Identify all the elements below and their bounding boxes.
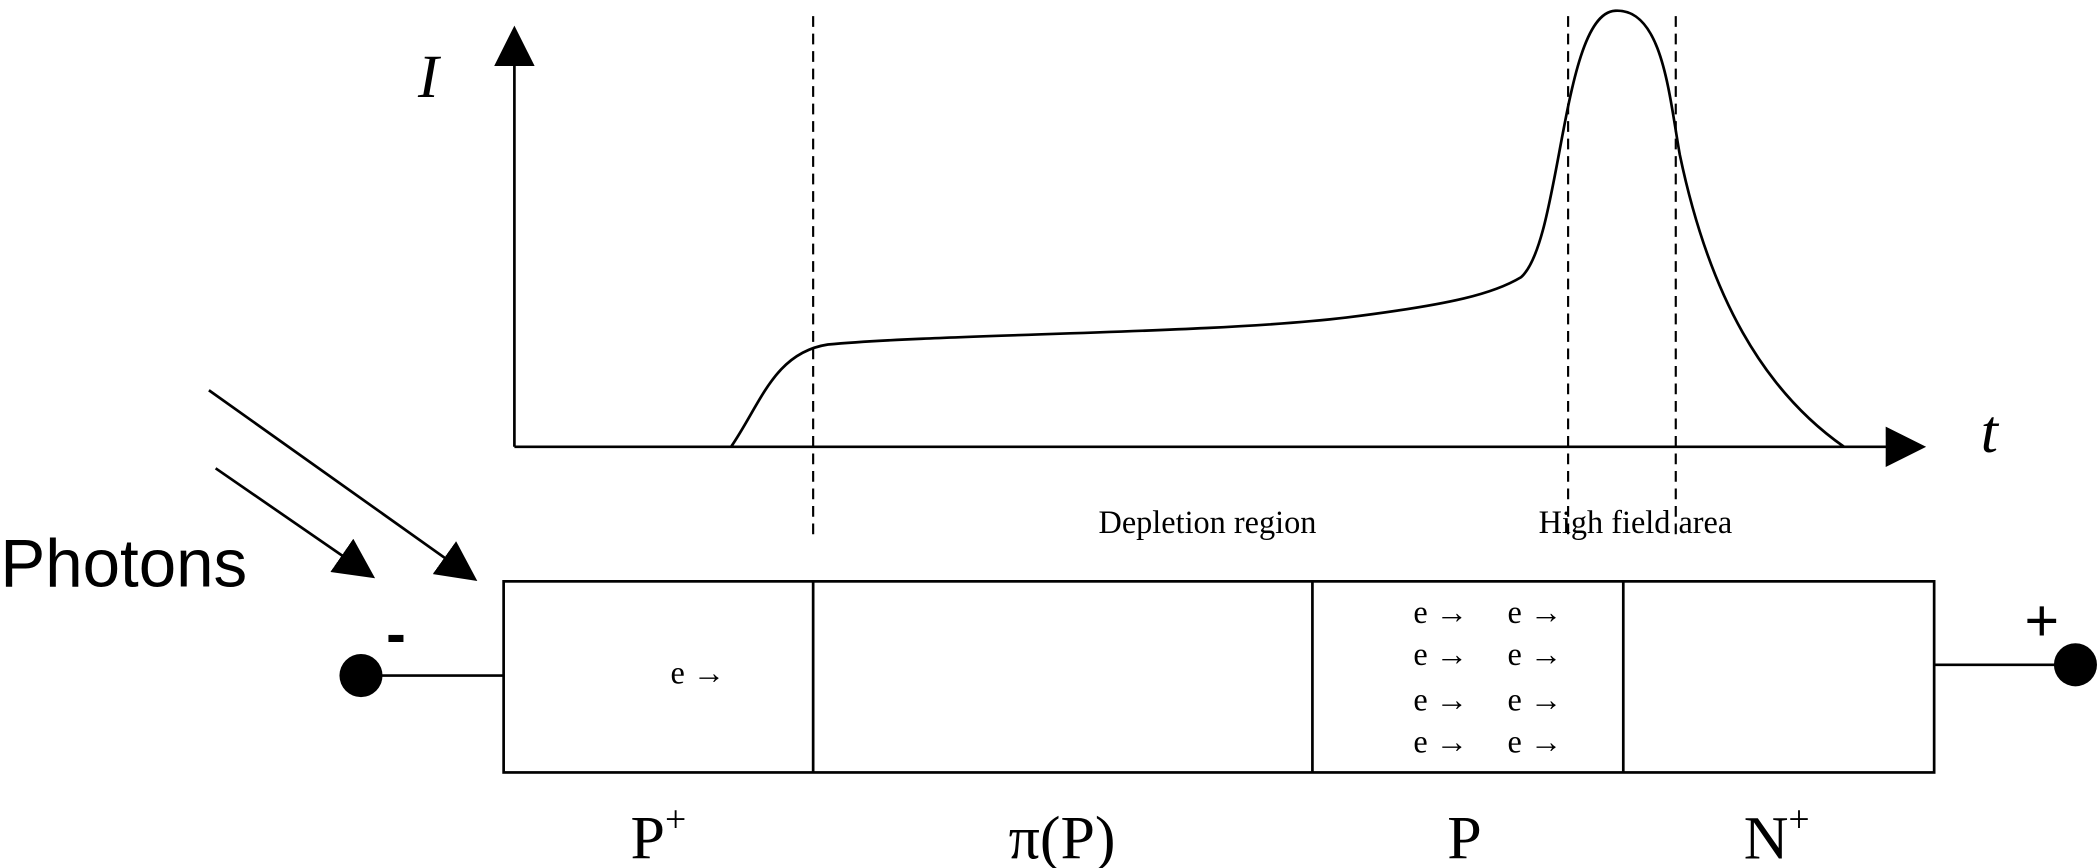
current-curve [729,9,1845,448]
y-axis-label: I [417,43,442,111]
electron-label: e → [1508,682,1563,718]
photon-arrow [208,389,478,582]
electron-label: e → [671,655,726,691]
annotation: Depletion region [1099,504,1317,540]
photon-arrow [214,467,376,579]
annotation: High field area [1539,504,1733,540]
photons-label: Photons [0,527,247,602]
electron-label: e → [1508,723,1563,759]
x-axis-label: t [1981,398,2000,466]
region-label: π(P) [1009,805,1116,868]
electron-label: e → [1413,636,1468,672]
terminal [2053,643,2097,687]
region-label-superscript: + [665,799,686,841]
negative-sign: - [386,600,406,667]
electron-label: e → [1508,594,1563,630]
electron-label: e → [1413,723,1468,759]
region-label: N+ [1744,799,1810,868]
electrons: e → e → e → e → e → e → e → e → e → [671,594,1563,759]
electron-label: e → [1508,636,1563,672]
region-label-superscript: + [1788,799,1809,841]
device-body [502,580,1936,774]
region-label: P+ [631,799,687,868]
electron-label: e → [1413,594,1468,630]
region-label: P [1447,805,1481,868]
region-label-base: N [1744,805,1789,868]
region-label-base: P [631,805,665,868]
electron-label: e → [1413,682,1468,718]
positive-sign: + [2025,587,2060,654]
terminal [339,654,383,698]
